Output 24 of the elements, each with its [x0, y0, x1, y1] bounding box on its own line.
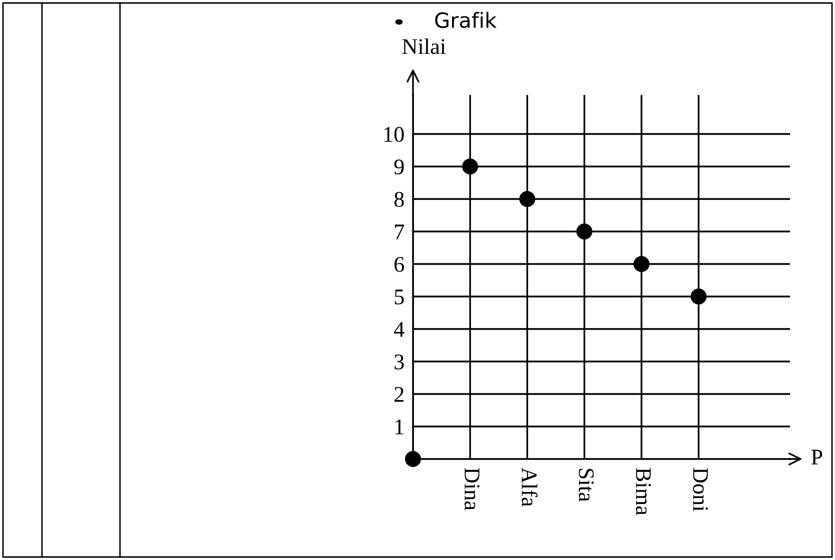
x-tick-label: Sita: [578, 468, 594, 502]
point: [519, 191, 536, 207]
x-tick-label: Bima: [636, 468, 651, 516]
x-tick-label: Alfa: [522, 468, 538, 507]
y-tick-label: 5: [394, 290, 404, 304]
y-tick-label: 1: [396, 420, 404, 434]
point: [462, 158, 478, 174]
point: [576, 224, 592, 240]
y-tick-label: 3: [394, 354, 404, 370]
point: [690, 288, 707, 304]
y-tick-label: 8: [394, 192, 404, 207]
chart-title: Grafik: [435, 12, 497, 28]
y-tick-label: 2: [394, 386, 404, 402]
y-tick-label: 7: [395, 224, 404, 240]
point: [634, 256, 650, 272]
y-tick-label: 6: [394, 256, 404, 272]
y-tick-label: 9: [394, 159, 404, 174]
point: [405, 451, 421, 467]
x-axis-title: P: [811, 450, 822, 464]
x-tick-label: Dina: [464, 468, 480, 510]
x-tick-label: Doni: [693, 468, 708, 512]
y-axis-title: Nilai: [402, 38, 446, 54]
y-tick-label: 10: [384, 126, 404, 142]
y-tick-label: 4: [394, 322, 404, 337]
